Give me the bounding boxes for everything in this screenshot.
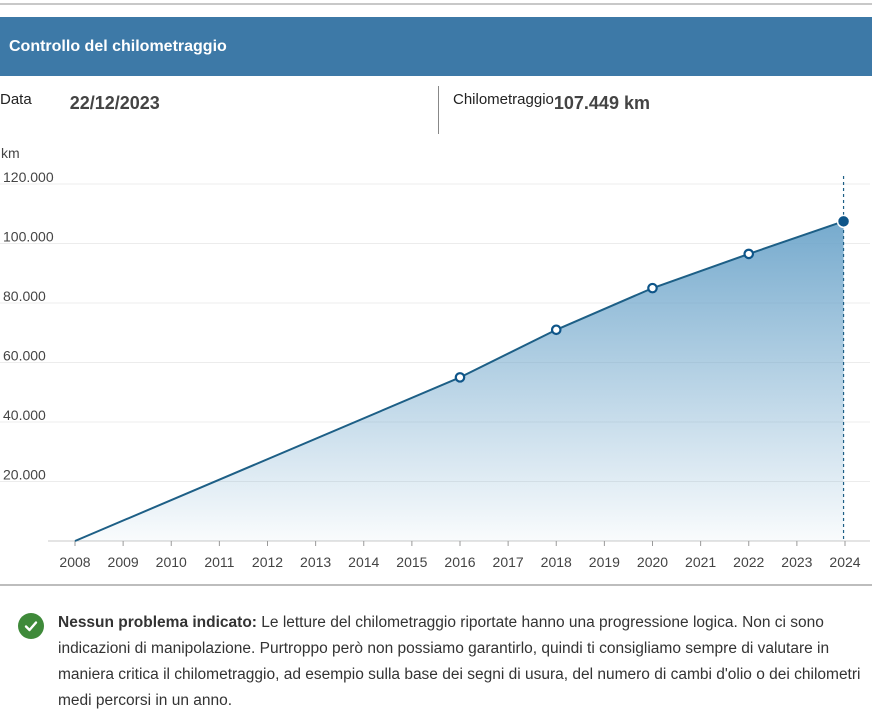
top-divider xyxy=(0,3,872,5)
bottom-divider xyxy=(0,584,872,586)
data-point xyxy=(647,282,658,294)
check-mark-icon xyxy=(24,621,38,632)
x-tick-label: 2009 xyxy=(108,554,139,570)
y-tick-label: 120.000 xyxy=(3,169,54,185)
date-label: Data xyxy=(0,91,32,108)
x-tick-label: 2010 xyxy=(156,554,187,570)
note-body: Le letture del chilometraggio riportate … xyxy=(58,614,861,709)
x-tick-label: 2014 xyxy=(348,554,379,570)
x-tick-label: 2011 xyxy=(204,554,234,570)
x-tick-label: 2015 xyxy=(396,554,427,570)
mileage-chart: km 20.000 40.000 60.000 80.000 100.000 120.000… xyxy=(0,145,870,570)
note-title: Nessun problema indicato: xyxy=(58,614,257,631)
x-tick-label: 2008 xyxy=(59,554,90,570)
x-tick-label: 2016 xyxy=(444,554,475,570)
data-point xyxy=(743,248,755,260)
latest-data-point xyxy=(836,214,851,229)
x-tick-label: 2017 xyxy=(493,554,524,570)
section-title: Controllo del chilometraggio xyxy=(9,37,227,55)
y-tick-label: 40.000 xyxy=(3,407,46,423)
x-tick-label: 2018 xyxy=(541,554,572,570)
x-tick-label: 2019 xyxy=(589,554,620,570)
date-value: 22/12/2023 xyxy=(69,93,160,113)
y-axis-label: km xyxy=(1,145,20,161)
x-tick-label: 2013 xyxy=(300,554,331,570)
y-tick-label: 80.000 xyxy=(3,288,46,304)
y-tick-label: 60.000 xyxy=(3,348,46,364)
data-point xyxy=(454,372,466,383)
reading-km: Chilometraggio 107.449 km xyxy=(439,90,739,136)
km-label: Chilometraggio xyxy=(453,91,554,108)
x-tick-label: 2012 xyxy=(252,554,283,570)
x-tick-label: 2021 xyxy=(685,554,716,570)
x-tick-label: 2024 xyxy=(829,554,860,570)
x-tick-label: 2020 xyxy=(637,554,668,570)
series-line xyxy=(74,220,844,542)
section-header: Controllo del chilometraggio xyxy=(0,17,872,76)
x-tick-label: 2022 xyxy=(733,554,764,570)
km-value: 107.449 km xyxy=(553,93,650,113)
data-point xyxy=(550,324,562,336)
note-text: Nessun problema indicato: Le letture del… xyxy=(58,610,868,714)
y-tick-label: 20.000 xyxy=(3,467,46,483)
reading-date: Data 22/12/2023 xyxy=(0,90,438,136)
x-tick-label: 2023 xyxy=(781,554,812,570)
y-tick-label: 100.000 xyxy=(3,229,54,245)
reading-divider xyxy=(438,86,439,134)
check-circle-icon xyxy=(18,613,44,639)
